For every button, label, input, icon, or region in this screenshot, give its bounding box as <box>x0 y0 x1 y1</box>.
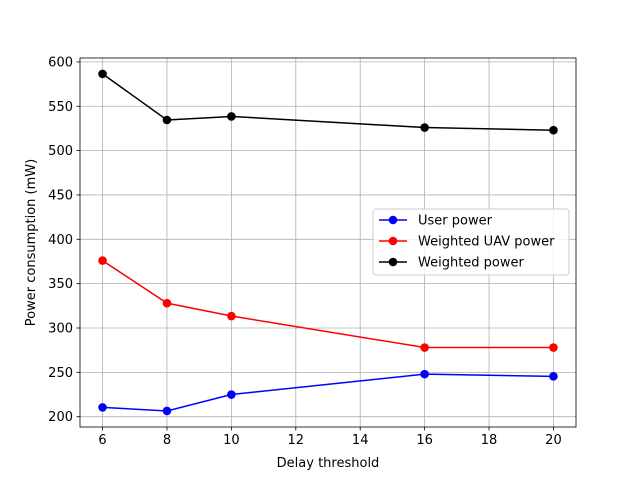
legend-marker <box>388 257 398 267</box>
y-tick-label: 200 <box>48 410 73 425</box>
data-point <box>162 115 172 125</box>
legend-label: Weighted power <box>418 256 525 271</box>
legend-frame <box>372 208 570 276</box>
series-1 <box>98 256 558 352</box>
axes-frame <box>79 57 577 428</box>
legend-item: Weighted power <box>379 256 525 271</box>
y-tick-label: 600 <box>48 55 73 70</box>
y-tick-label: 550 <box>48 100 73 115</box>
x-tick-label: 14 <box>352 433 369 448</box>
data-point <box>98 256 107 265</box>
y-tick-label: 450 <box>48 188 73 203</box>
data-point <box>227 112 236 121</box>
legend-marker <box>388 215 398 225</box>
y-tick-label: 250 <box>48 366 73 381</box>
legend: User power Weighted UAV power Weighted pow… <box>372 208 570 276</box>
x-tick-label: 12 <box>288 433 305 448</box>
data-point <box>549 125 558 135</box>
legend-item: User power <box>379 214 493 229</box>
data-point <box>227 311 236 321</box>
x-tick-label: 18 <box>481 433 498 448</box>
axis-ticks: 6 8 10 12 14 16 18 20 200 250 300 350 400 450 500 550 60… <box>48 55 562 448</box>
x-tick-label: 6 <box>98 433 106 448</box>
y-tick-label: 350 <box>48 277 73 292</box>
data-point <box>162 298 172 308</box>
y-tick-label: 300 <box>48 322 73 337</box>
legend-label: User power <box>418 214 493 229</box>
legend-item: Weighted UAV power <box>379 235 555 250</box>
legend-marker <box>388 236 398 246</box>
y-axis-label: Power consumption (mW) <box>24 159 39 326</box>
data-point <box>98 69 107 79</box>
data-point <box>420 343 429 352</box>
x-tick-label: 20 <box>545 433 562 448</box>
data-point <box>420 123 429 132</box>
data-point <box>420 369 429 379</box>
data-point <box>227 390 236 399</box>
series-layer <box>98 69 558 416</box>
data-point <box>162 406 172 416</box>
x-tick-label: 10 <box>223 433 240 448</box>
x-axis-label: Delay threshold <box>277 456 380 471</box>
y-tick-label: 400 <box>48 233 73 248</box>
x-tick-label: 8 <box>163 433 171 448</box>
data-point <box>549 343 558 352</box>
x-tick-label: 16 <box>416 433 433 448</box>
series-2 <box>98 69 558 135</box>
series-0 <box>98 369 558 416</box>
data-point <box>549 372 558 381</box>
data-point <box>98 403 107 412</box>
y-tick-label: 500 <box>48 144 73 159</box>
legend-label: Weighted UAV power <box>418 235 555 250</box>
